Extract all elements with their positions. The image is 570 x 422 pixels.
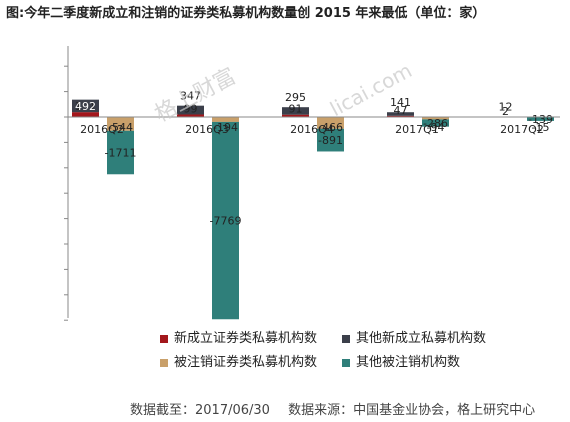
data-label: 47 (394, 104, 408, 117)
legend-item: 新成立证券类私募机构数 (160, 327, 317, 346)
bar-cancelled-other (317, 128, 344, 152)
data-label: 12 (499, 101, 513, 114)
data-label: 91 (289, 103, 303, 116)
legend-item: 其他新成立私募机构数 (342, 327, 486, 346)
legend-swatch (342, 358, 350, 367)
data-label: 99 (184, 102, 198, 115)
x-tick-label: 2017Q2 (500, 123, 544, 136)
x-tick-label: 2017Q1 (395, 123, 439, 136)
data-label: 492 (75, 100, 96, 113)
data-label: 2 (502, 105, 509, 118)
legend-item: 被注销证券类私募机构数 (160, 351, 317, 370)
data-label: -7769 (210, 215, 242, 228)
footer: 数据截至：2017/06/30 数据来源：中国基金业协会，格上研究中心 (130, 399, 549, 418)
chart-title: 图:今年二季度新成立和注销的证券类私募机构数量创 2015 年来最低（单位：家） (6, 6, 486, 21)
bar-cancelled-securities (317, 117, 344, 129)
legend-label: 被注销证券类私募机构数 (174, 355, 318, 370)
bar-cancelled-securities (212, 117, 239, 122)
x-tick-label: 2016Q2 (80, 123, 124, 136)
data-source: 数据来源：中国基金业协会，格上研究中心 (288, 403, 536, 418)
data-label: -891 (318, 134, 343, 147)
bar-cancelled-other (527, 117, 554, 121)
data-label: -15 (532, 121, 550, 134)
legend-item: 其他被注销机构数 (342, 351, 460, 370)
data-label: -139 (528, 113, 553, 126)
bar-cancelled-other (107, 130, 134, 175)
data-label: -466 (318, 121, 343, 134)
data-label: 347 (180, 90, 201, 103)
legend-label: 其他被注销机构数 (356, 355, 461, 370)
bar-new-other (72, 99, 99, 113)
legend-swatch (160, 334, 168, 343)
legend-label: 其他新成立私募机构数 (356, 331, 487, 346)
bar-new-securities (282, 114, 309, 117)
legend-swatch (342, 334, 350, 343)
bar-new-securities (72, 112, 99, 117)
x-tick-label: 2016Q3 (185, 123, 229, 136)
bar-new-other (387, 112, 414, 116)
data-label: 191 (75, 100, 96, 113)
data-label: -544 (108, 121, 133, 134)
legend-label: 新成立证券类私募机构数 (174, 331, 318, 346)
data-label: 141 (390, 96, 411, 109)
x-tick-label: 2016Q4 (290, 123, 334, 136)
bar-new-securities (387, 115, 414, 117)
data-date: 数据截至：2017/06/30 (130, 403, 270, 418)
bar-cancelled-other (212, 121, 239, 320)
data-label: 295 (285, 91, 306, 104)
bar-new-other (282, 107, 309, 115)
bar-new-securities (177, 114, 204, 117)
bar-cancelled-other (422, 119, 449, 127)
data-label: -1711 (105, 147, 137, 160)
data-label: -286 (423, 117, 448, 130)
data-label: -194 (213, 121, 238, 134)
bar-cancelled-securities (107, 117, 134, 131)
legend-swatch (160, 358, 168, 367)
bar-cancelled-securities (422, 117, 449, 120)
bar-new-other (177, 105, 204, 115)
data-label: -94 (427, 121, 445, 134)
